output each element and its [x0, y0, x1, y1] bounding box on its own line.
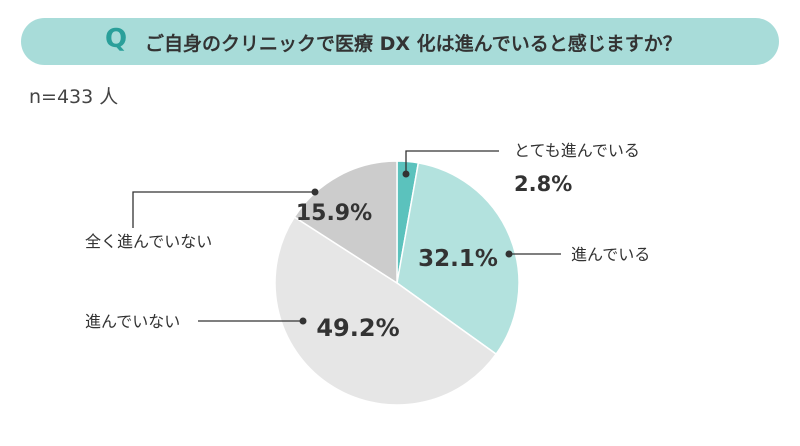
slice-category-label: 進んでいる: [571, 245, 650, 264]
question-marker: Q: [105, 24, 128, 54]
slice-category-label: 全く進んでいない: [85, 232, 212, 251]
sample-size: n=433 人: [29, 86, 119, 108]
leader-dot: [311, 188, 319, 196]
slice-category-label: 進んでいない: [85, 312, 180, 331]
slice-percent-label: 49.2%: [316, 314, 399, 342]
pie-slice: [293, 160, 398, 285]
slice-percent-label: 15.9%: [296, 201, 372, 226]
slice-percent-label: 32.1%: [418, 246, 498, 272]
slice-percent-label: 2.8%: [514, 172, 572, 196]
leader-dot: [402, 170, 410, 178]
slice-category-label: とても進んでいる: [514, 141, 640, 160]
leader-line: [132, 191, 315, 228]
leader-dot: [505, 250, 513, 258]
pie-slice: [274, 215, 498, 406]
leader-dot: [299, 317, 307, 325]
pie-slice: [396, 162, 520, 356]
question-text: ご自身のクリニックで医療 DX 化は進んでいると感じますか？: [145, 33, 682, 55]
question-banner: Q ご自身のクリニックで医療 DX 化は進んでいると感じますか？: [21, 18, 779, 65]
leader-line: [405, 150, 499, 174]
